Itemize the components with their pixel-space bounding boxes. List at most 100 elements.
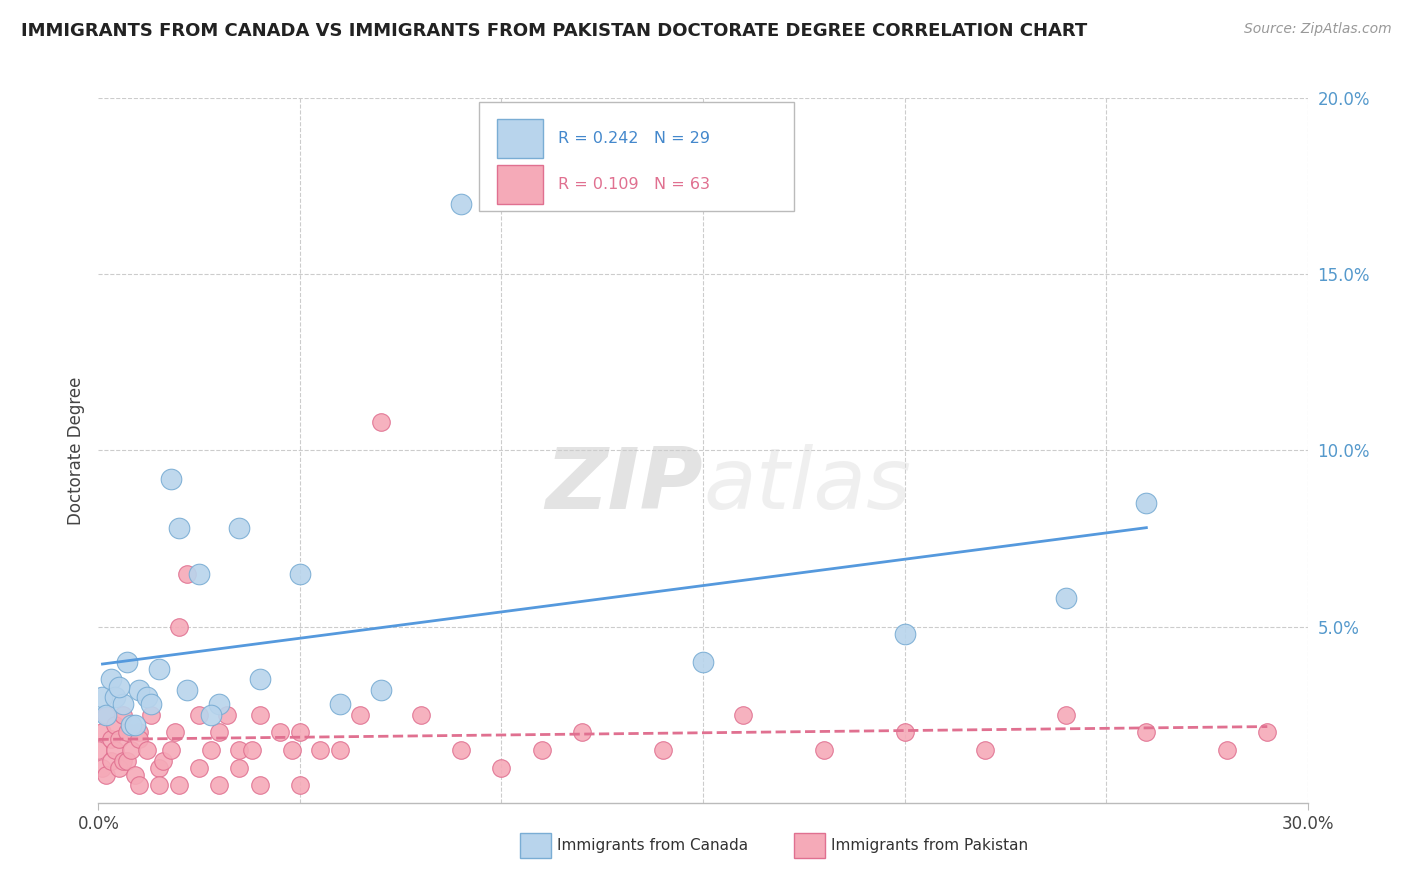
Point <box>107 732 129 747</box>
Point <box>167 521 190 535</box>
Point <box>103 718 125 732</box>
Text: Immigrants from Canada: Immigrants from Canada <box>557 838 748 853</box>
Point <box>103 690 125 705</box>
Point <box>349 707 371 722</box>
Point <box>160 743 183 757</box>
Point <box>91 690 114 705</box>
Point <box>148 662 170 676</box>
Point <box>288 778 311 792</box>
Point <box>135 743 157 757</box>
Point <box>370 683 392 698</box>
Point <box>571 725 593 739</box>
Point <box>530 743 553 757</box>
Text: R = 0.109   N = 63: R = 0.109 N = 63 <box>558 177 710 192</box>
Point <box>692 655 714 669</box>
Point <box>148 760 170 774</box>
Point <box>208 697 231 711</box>
Point <box>135 690 157 705</box>
Point <box>100 673 122 687</box>
Point <box>115 655 138 669</box>
Point <box>120 743 142 757</box>
Point <box>107 680 129 694</box>
Point <box>240 743 263 757</box>
Point <box>281 743 304 757</box>
Point <box>152 754 174 768</box>
Point <box>200 743 222 757</box>
Point <box>167 619 190 633</box>
Point <box>200 707 222 722</box>
Point <box>128 732 150 747</box>
Point <box>111 697 134 711</box>
Point <box>370 415 392 429</box>
Point <box>111 754 134 768</box>
Point <box>974 743 997 757</box>
Point <box>228 521 250 535</box>
Point <box>1054 591 1077 606</box>
Point <box>100 754 122 768</box>
Point <box>87 743 110 757</box>
Point <box>128 778 150 792</box>
Point <box>148 778 170 792</box>
Point <box>96 707 118 722</box>
Point <box>124 718 146 732</box>
Point <box>893 626 915 640</box>
Point <box>91 760 114 774</box>
Point <box>120 718 142 732</box>
Point <box>329 743 352 757</box>
Point <box>329 697 352 711</box>
Point <box>1054 707 1077 722</box>
Point <box>124 767 146 781</box>
Text: Source: ZipAtlas.com: Source: ZipAtlas.com <box>1244 22 1392 37</box>
Point <box>1135 725 1157 739</box>
Text: R = 0.242   N = 29: R = 0.242 N = 29 <box>558 131 710 146</box>
Point <box>269 725 291 739</box>
Point <box>733 707 755 722</box>
Point <box>91 725 114 739</box>
Point <box>450 196 472 211</box>
Point <box>813 743 835 757</box>
Point <box>217 707 239 722</box>
Point <box>893 725 915 739</box>
Bar <box>498 165 543 204</box>
Point <box>107 760 129 774</box>
Point <box>128 725 150 739</box>
Point <box>96 767 118 781</box>
Point <box>228 760 250 774</box>
Point <box>188 707 211 722</box>
Point <box>309 743 332 757</box>
Point <box>139 707 162 722</box>
Point <box>1135 496 1157 510</box>
Point <box>228 743 250 757</box>
Point <box>128 683 150 698</box>
Point <box>111 707 134 722</box>
Y-axis label: Doctorate Degree: Doctorate Degree <box>66 376 84 524</box>
Point <box>651 743 673 757</box>
Text: IMMIGRANTS FROM CANADA VS IMMIGRANTS FROM PAKISTAN DOCTORATE DEGREE CORRELATION : IMMIGRANTS FROM CANADA VS IMMIGRANTS FRO… <box>21 22 1087 40</box>
Point <box>491 760 513 774</box>
Text: atlas: atlas <box>703 444 911 527</box>
Point <box>249 673 271 687</box>
Point <box>450 743 472 757</box>
Point <box>103 743 125 757</box>
Point <box>176 683 198 698</box>
Point <box>288 725 311 739</box>
Point <box>188 566 211 581</box>
Point <box>115 754 138 768</box>
Point <box>249 778 271 792</box>
Point <box>160 472 183 486</box>
Point <box>288 566 311 581</box>
Point <box>176 566 198 581</box>
Point <box>163 725 186 739</box>
Bar <box>479 102 793 211</box>
Point <box>409 707 432 722</box>
Point <box>167 778 190 792</box>
Point <box>100 732 122 747</box>
Text: ZIP: ZIP <box>546 444 703 527</box>
Point <box>139 697 162 711</box>
Point <box>1216 743 1239 757</box>
Bar <box>498 120 543 158</box>
Point <box>208 725 231 739</box>
Text: Immigrants from Pakistan: Immigrants from Pakistan <box>831 838 1028 853</box>
Point <box>188 760 211 774</box>
Point <box>1256 725 1278 739</box>
